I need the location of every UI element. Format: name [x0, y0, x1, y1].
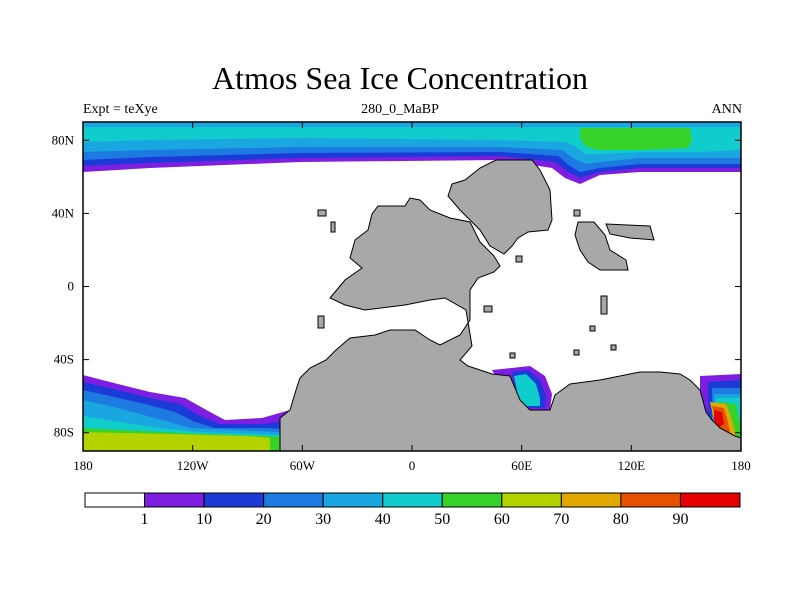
colorbar-label: 1 [141, 511, 149, 528]
colorbar-label: 10 [196, 511, 212, 528]
colorbar-swatch [144, 492, 205, 508]
colorbar-label: 50 [434, 511, 450, 528]
colorbar-label: 90 [672, 511, 688, 528]
x-tick-label: 60W [290, 458, 316, 473]
colorbar-swatch [263, 492, 324, 508]
time-label: 280_0_MaBP [361, 102, 439, 117]
colorbar-swatch [203, 492, 265, 508]
colorbar: 1 10 20 30 40 50 60 70 80 90 [84, 492, 741, 528]
x-tick-label: 120W [177, 458, 210, 473]
colorbar-swatch [441, 492, 503, 508]
x-tick-label: 60E [511, 458, 532, 473]
y-tick-label: 80N [52, 132, 75, 147]
land-masses [279, 159, 741, 451]
plot-title: Atmos Sea Ice Concentration [212, 60, 588, 96]
x-tick-label: 0 [409, 458, 416, 473]
colorbar-label: 60 [494, 511, 510, 528]
y-tick-label: 80S [54, 425, 74, 440]
y-tick-label: 40N [52, 205, 75, 220]
colorbar-label: 20 [256, 511, 272, 528]
colorbar-label: 70 [553, 511, 569, 528]
colorbar-swatch [620, 492, 681, 508]
colorbar-swatch [382, 492, 443, 508]
colorbar-swatch [322, 492, 384, 508]
colorbar-swatch [84, 492, 146, 508]
season-label: ANN [711, 102, 742, 117]
y-axis: 80N 40N 0 40S 80S [52, 132, 741, 440]
x-axis: 180 120W 60W 0 60E 120E 180 [73, 122, 751, 473]
experiment-label: Expt = teXye [83, 102, 158, 117]
map-field [83, 122, 741, 451]
colorbar-label: 80 [613, 511, 629, 528]
colorbar-label: 30 [315, 511, 331, 528]
arctic-sea-ice [83, 122, 741, 184]
x-tick-label: 120E [618, 458, 646, 473]
y-tick-label: 0 [68, 279, 75, 294]
y-tick-label: 40S [54, 352, 74, 367]
x-tick-label: 180 [731, 458, 751, 473]
antarctic-sea-ice-pacific [83, 375, 290, 451]
colorbar-swatch [560, 492, 622, 508]
colorbar-swatch [501, 492, 562, 508]
colorbar-swatch [679, 492, 741, 508]
colorbar-label: 40 [375, 511, 391, 528]
x-tick-label: 180 [73, 458, 93, 473]
